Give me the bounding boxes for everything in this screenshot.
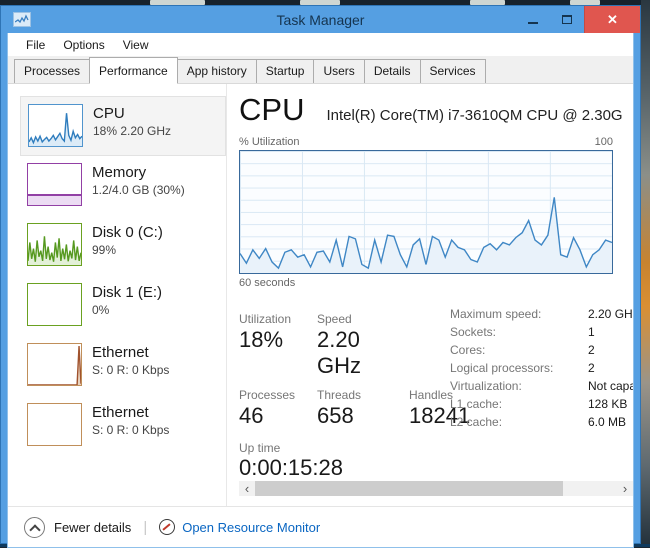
- tab-services[interactable]: Services: [420, 59, 486, 83]
- cpu-mini-graph: [28, 104, 83, 147]
- graph-x-axis-label: 60 seconds: [239, 277, 633, 289]
- menu-view[interactable]: View: [115, 35, 157, 55]
- spec-label: Maximum speed:: [450, 305, 588, 323]
- sidebar-item-ethernet-1[interactable]: Ethernet S: 0 R: 0 Kbps: [20, 336, 226, 396]
- disk0-mini-graph: [27, 223, 82, 266]
- close-icon: ✕: [607, 12, 618, 28]
- open-resource-monitor-link[interactable]: Open Resource Monitor: [182, 520, 320, 535]
- sidebar-item-value: S: 0 R: 0 Kbps: [92, 362, 169, 378]
- cpu-spec-list: Maximum speed:2.20 GHz Sockets:1 Cores:2…: [450, 303, 633, 481]
- cpu-detail-panel: CPU Intel(R) Core(TM) i7-3610QM CPU @ 2.…: [226, 84, 633, 506]
- stat-label: Utilization: [239, 303, 317, 326]
- sidebar-item-value: 99%: [92, 242, 163, 258]
- uptime-value: 0:00:15:28: [239, 455, 444, 481]
- spec-value: Not capa..: [588, 377, 633, 395]
- minimize-button[interactable]: [516, 6, 550, 33]
- sidebar-item-ethernet-2[interactable]: Ethernet S: 0 R: 0 Kbps: [20, 396, 226, 456]
- menu-bar: File Options View: [8, 33, 633, 56]
- menu-options[interactable]: Options: [55, 35, 112, 55]
- utilization-value: 18%: [239, 326, 317, 379]
- spec-label: Sockets:: [450, 323, 588, 341]
- threads-value: 658: [317, 402, 409, 429]
- desktop-edge-right: [641, 0, 650, 547]
- sidebar-item-value: 0%: [92, 302, 162, 318]
- spec-label: Virtualization:: [450, 377, 588, 395]
- sidebar-item-title: Memory: [92, 163, 185, 182]
- memory-mini-graph: [27, 163, 82, 206]
- footer-divider: |: [143, 519, 147, 536]
- tab-startup[interactable]: Startup: [256, 59, 315, 83]
- memory-usage-strip: [28, 194, 81, 205]
- footer-bar: Fewer details | Open Resource Monitor: [8, 506, 633, 547]
- sidebar-item-disk0[interactable]: Disk 0 (C:) 99%: [20, 216, 226, 276]
- spec-value: 128 KB: [588, 395, 627, 413]
- spec-label: Cores:: [450, 341, 588, 359]
- maximize-icon: [562, 15, 572, 24]
- disk1-mini-graph: [27, 283, 82, 326]
- spec-value: 2.20 GHz: [588, 305, 633, 323]
- tab-app-history[interactable]: App history: [177, 59, 257, 83]
- tab-strip: Processes Performance App history Startu…: [8, 56, 633, 84]
- stat-label: Speed: [317, 303, 409, 326]
- graph-y-max-label: 100: [595, 136, 613, 148]
- sidebar-item-title: Disk 1 (E:): [92, 283, 162, 302]
- scrollbar-track[interactable]: [255, 481, 617, 496]
- sidebar-item-title: CPU: [93, 104, 171, 123]
- resource-monitor-icon: [159, 519, 175, 535]
- spec-value: 2: [588, 359, 595, 377]
- spec-label: Logical processors:: [450, 359, 588, 377]
- stat-label: Up time: [239, 441, 444, 455]
- tab-processes[interactable]: Processes: [14, 59, 90, 83]
- sidebar-item-value: 18% 2.20 GHz: [93, 123, 171, 139]
- sidebar-item-memory[interactable]: Memory 1.2/4.0 GB (30%): [20, 156, 226, 216]
- chevron-up-icon[interactable]: [24, 517, 45, 538]
- spec-value: 1: [588, 323, 595, 341]
- stat-label: Threads: [317, 379, 409, 402]
- sidebar-item-value: S: 0 R: 0 Kbps: [92, 422, 169, 438]
- close-button[interactable]: ✕: [584, 6, 640, 33]
- panel-title: CPU: [239, 92, 304, 128]
- minimize-icon: [528, 22, 538, 24]
- scroll-right-arrow-icon[interactable]: ›: [617, 481, 633, 496]
- sidebar-item-title: Ethernet: [92, 343, 169, 362]
- sidebar-item-title: Ethernet: [92, 403, 169, 422]
- speed-value: 2.20 GHz: [317, 326, 409, 379]
- tab-users[interactable]: Users: [313, 59, 364, 83]
- ethernet2-mini-graph: [27, 403, 82, 446]
- tab-performance[interactable]: Performance: [89, 57, 178, 84]
- spec-value: 2: [588, 341, 595, 359]
- cpu-model-name: Intel(R) Core(TM) i7-3610QM CPU @ 2.30G: [326, 107, 622, 124]
- sidebar-item-cpu[interactable]: CPU 18% 2.20 GHz: [20, 96, 226, 156]
- spec-label: L1 cache:: [450, 395, 588, 413]
- maximize-button[interactable]: [550, 6, 584, 33]
- stat-label: Processes: [239, 379, 317, 402]
- menu-file[interactable]: File: [18, 35, 53, 55]
- spec-label: L2 cache:: [450, 413, 588, 431]
- ethernet1-mini-graph: [27, 343, 82, 386]
- sidebar-item-value: 1.2/4.0 GB (30%): [92, 182, 185, 198]
- sidebar-item-disk1[interactable]: Disk 1 (E:) 0%: [20, 276, 226, 336]
- tab-details[interactable]: Details: [364, 59, 421, 83]
- sidebar-item-title: Disk 0 (C:): [92, 223, 163, 242]
- performance-sidebar: CPU 18% 2.20 GHz Memory 1.2/4.0 GB (30%)…: [8, 84, 226, 506]
- fewer-details-button[interactable]: Fewer details: [54, 520, 131, 535]
- cpu-utilization-graph: [239, 150, 613, 274]
- processes-value: 46: [239, 402, 317, 429]
- titlebar[interactable]: Task Manager ✕: [1, 6, 640, 33]
- scrollbar-thumb[interactable]: [255, 481, 563, 496]
- spec-value: 6.0 MB: [588, 413, 626, 431]
- horizontal-scrollbar[interactable]: ‹ ›: [239, 481, 633, 496]
- graph-y-axis-label: % Utilization: [239, 136, 300, 148]
- scroll-left-arrow-icon[interactable]: ‹: [239, 481, 255, 496]
- task-manager-window: Task Manager ✕ File Options View Process…: [0, 5, 641, 544]
- cpu-big-stats: Utilization Speed 18% 2.20 GHz Processes…: [239, 303, 444, 481]
